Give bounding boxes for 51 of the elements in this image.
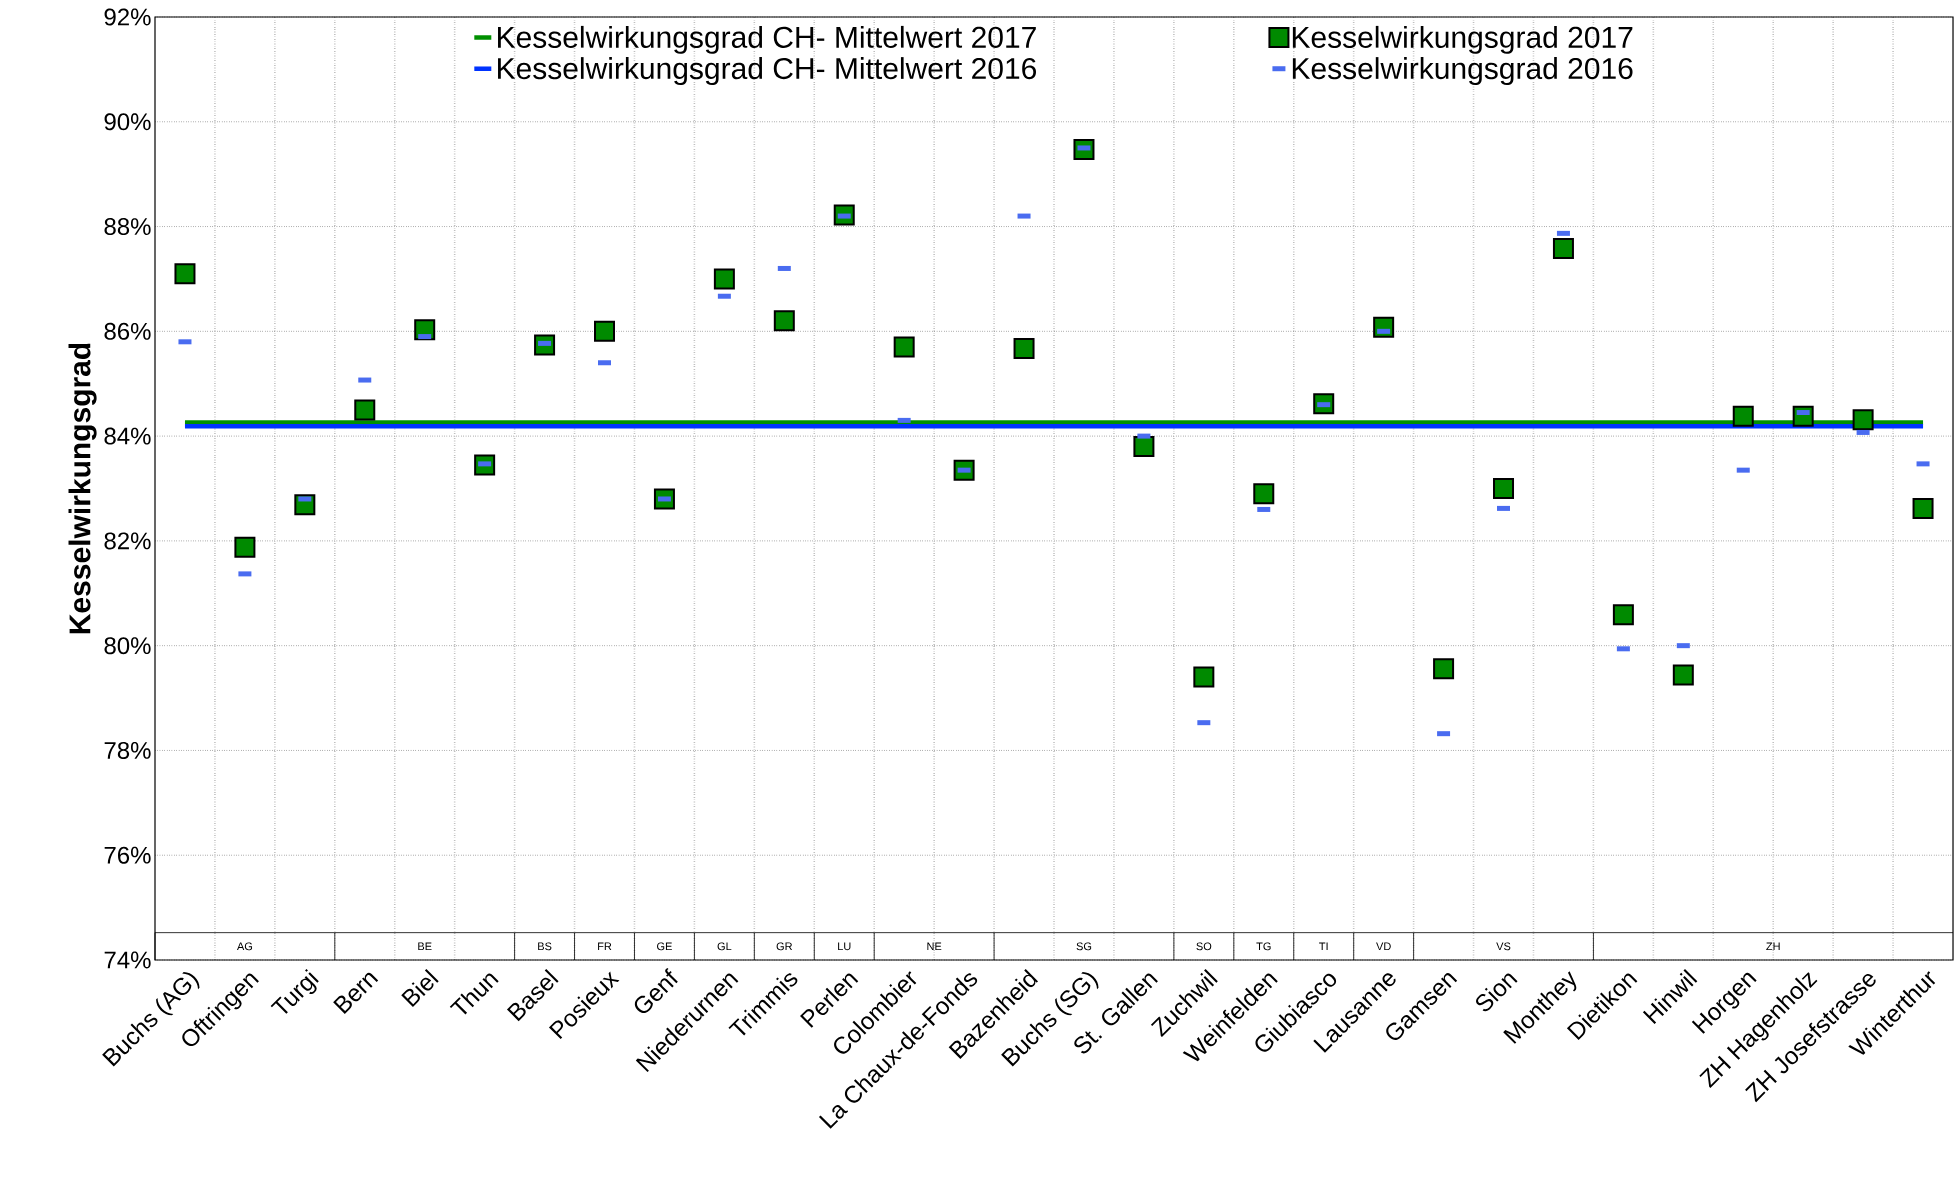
y-tick-label: 84% — [104, 427, 151, 445]
point — [1912, 497, 1934, 519]
annotation: FR — [598, 942, 612, 951]
annotation: BE — [418, 942, 432, 951]
annotation: TI — [1319, 942, 1328, 951]
x-tick-label: Biel — [401, 968, 439, 1008]
annotation: NE — [927, 942, 942, 951]
legend-label: Kesselwirkungsgrad 2017 — [1292, 25, 1633, 54]
point — [773, 310, 795, 332]
point — [234, 536, 256, 558]
y-tick-label: 88% — [104, 218, 151, 236]
point — [354, 399, 376, 421]
point — [1732, 405, 1754, 427]
point — [174, 263, 196, 285]
annotation: VS — [1496, 942, 1511, 951]
y-tick-label: 82% — [104, 532, 151, 550]
point — [1433, 658, 1455, 680]
legend-label: Kesselwirkungsgrad CH- Mittelwert 2017 — [498, 25, 1036, 54]
legend-label: Kesselwirkungsgrad CH- Mittelwert 2016 — [498, 57, 1037, 86]
point — [713, 268, 735, 290]
annotation: LU — [838, 942, 851, 951]
y-tick-label: 86% — [104, 322, 151, 340]
y-tick-label: 80% — [104, 637, 151, 655]
annotation: AG — [236, 942, 253, 951]
annotation: GE — [657, 942, 672, 951]
annotation: GR — [776, 942, 793, 951]
point — [1852, 409, 1874, 431]
y-tick-label: 76% — [104, 846, 151, 864]
point — [1253, 483, 1275, 505]
annotation: VD — [1376, 942, 1391, 951]
y-axis-title: Kesselwirkungsgrad — [68, 343, 97, 634]
legend-label: Kesselwirkungsgrad 2016 — [1292, 57, 1633, 86]
y-tick-label: 74% — [104, 951, 151, 969]
point — [594, 320, 615, 342]
point — [1493, 478, 1515, 499]
y-tick-label: 92% — [104, 8, 151, 26]
point — [893, 336, 915, 358]
annotation: GL — [717, 942, 732, 951]
annotation: SO — [1196, 942, 1212, 951]
point — [1133, 436, 1155, 458]
point — [1013, 338, 1035, 360]
annotation: ZH — [1766, 942, 1780, 951]
point — [1193, 666, 1215, 688]
point — [1552, 238, 1574, 260]
annotation: TG — [1256, 942, 1271, 951]
y-tick-label: 90% — [104, 113, 151, 131]
y-tick-label: 78% — [104, 741, 151, 759]
point — [1672, 664, 1694, 686]
annotation: SG — [1076, 942, 1092, 951]
annotation: BS — [538, 942, 552, 951]
point — [1612, 604, 1634, 626]
